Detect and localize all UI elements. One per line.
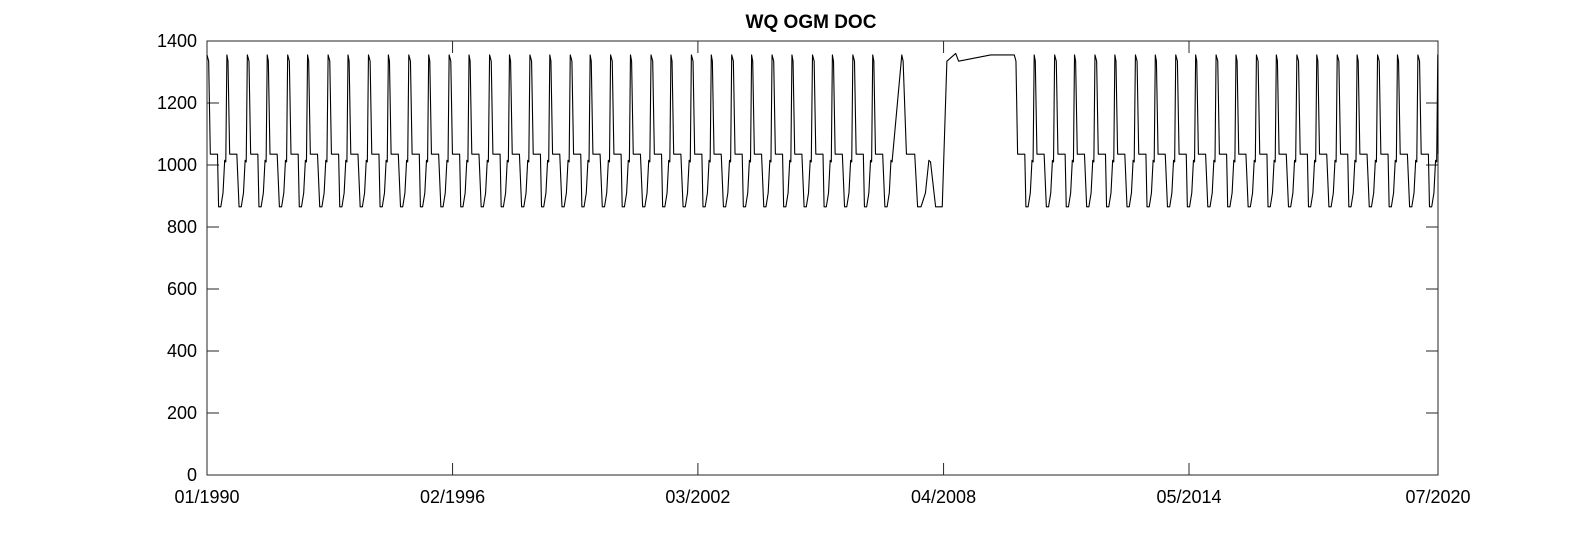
x-tick-label: 04/2008 bbox=[911, 487, 976, 507]
y-tick-label: 200 bbox=[167, 403, 197, 423]
x-tick-label: 02/1996 bbox=[420, 487, 485, 507]
y-tick-label: 600 bbox=[167, 279, 197, 299]
y-tick-label: 1400 bbox=[157, 31, 197, 51]
x-tick-label: 03/2002 bbox=[665, 487, 730, 507]
y-tick-label: 1000 bbox=[157, 155, 197, 175]
y-tick-label: 1200 bbox=[157, 93, 197, 113]
y-tick-label: 400 bbox=[167, 341, 197, 361]
y-tick-label: 0 bbox=[187, 465, 197, 485]
x-tick-label: 07/2020 bbox=[1405, 487, 1470, 507]
x-tick-label: 01/1990 bbox=[174, 487, 239, 507]
y-tick-label: 800 bbox=[167, 217, 197, 237]
chart-title: WQ OGM DOC bbox=[746, 12, 877, 33]
x-tick-label: 05/2014 bbox=[1156, 487, 1221, 507]
